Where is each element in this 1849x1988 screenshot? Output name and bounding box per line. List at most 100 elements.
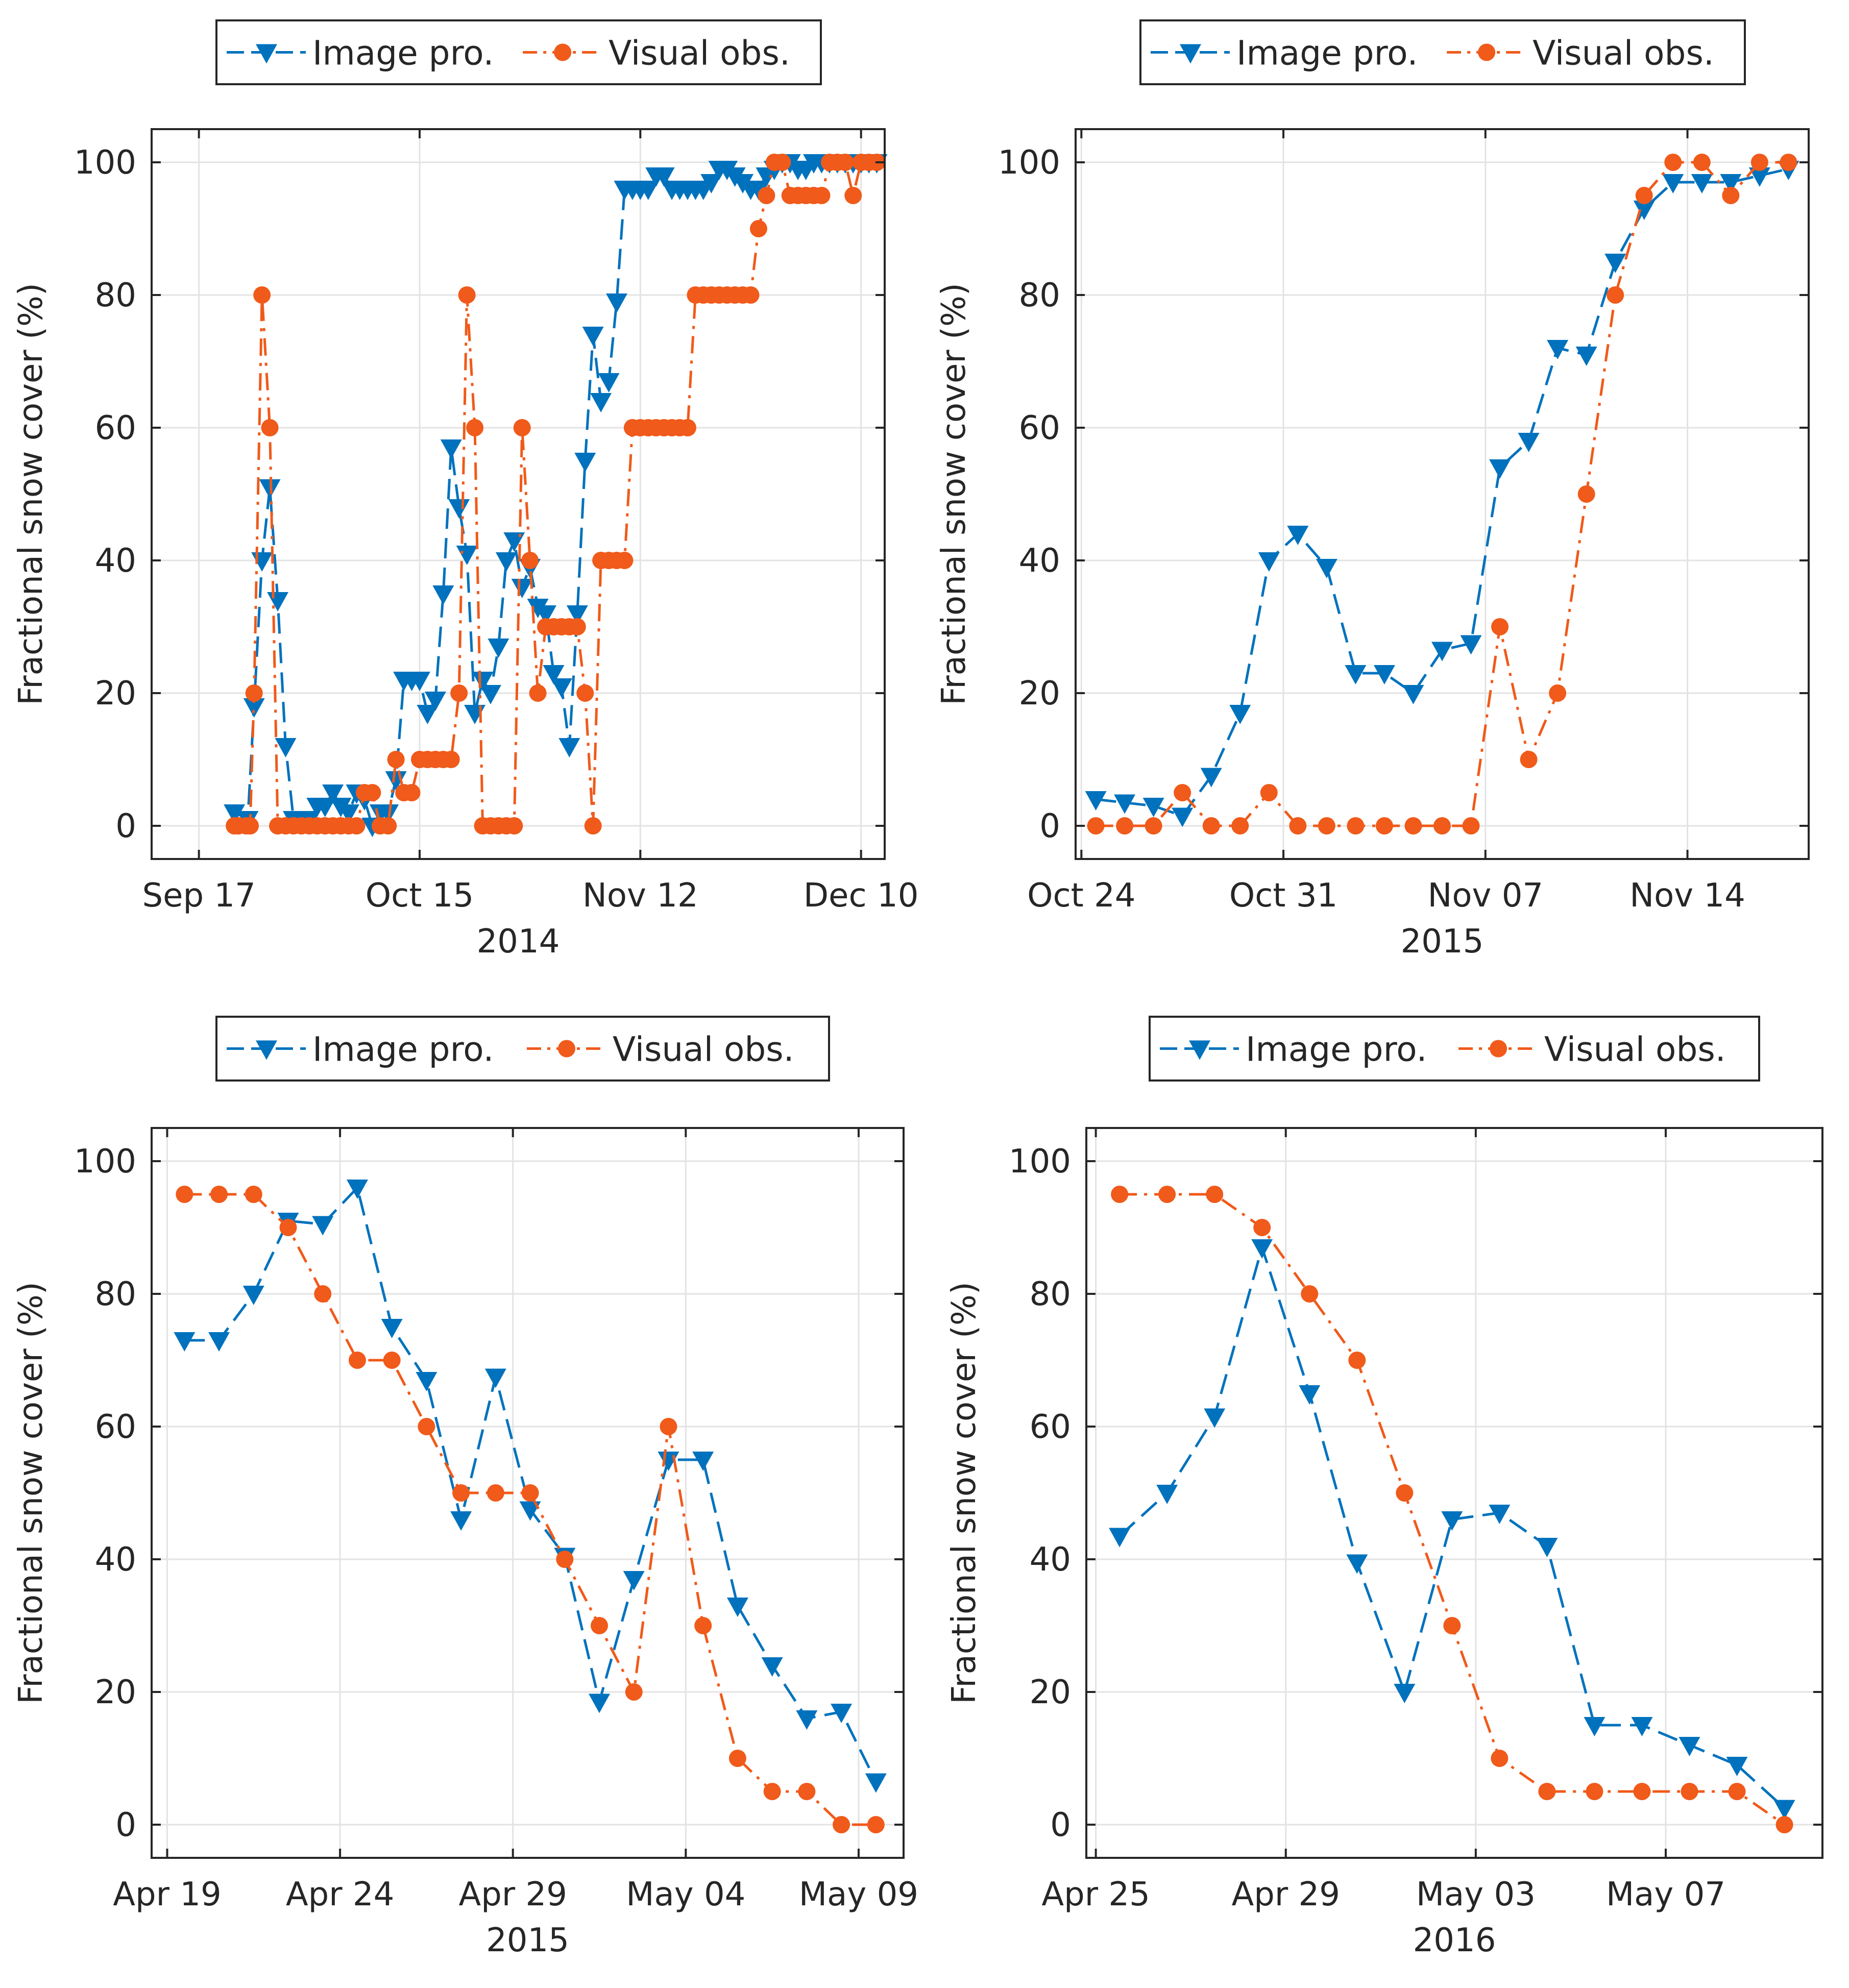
data-point bbox=[241, 817, 259, 835]
x-tick-label: Oct 24 bbox=[1027, 877, 1135, 915]
legend-marker bbox=[1180, 44, 1201, 64]
series-visual-obs bbox=[1087, 154, 1797, 835]
y-tick-label: 100 bbox=[998, 144, 1060, 182]
data-point bbox=[416, 1372, 437, 1391]
data-point bbox=[1547, 340, 1569, 359]
data-point bbox=[348, 1352, 366, 1369]
data-point bbox=[1489, 459, 1511, 479]
legend-label: Image pro. bbox=[1246, 1030, 1427, 1069]
y-tick-label: 0 bbox=[1050, 1806, 1071, 1844]
data-point bbox=[381, 1319, 403, 1338]
data-point bbox=[495, 552, 517, 572]
data-point bbox=[598, 373, 620, 392]
y-tick-label: 20 bbox=[95, 675, 136, 713]
data-point bbox=[1693, 154, 1711, 171]
data-point bbox=[245, 1186, 262, 1203]
data-point bbox=[747, 181, 769, 200]
data-point bbox=[1577, 485, 1595, 503]
data-point bbox=[566, 605, 588, 625]
series-line bbox=[1118, 1243, 1786, 1809]
legend: Image pro. Visual obs. bbox=[215, 19, 822, 85]
data-point bbox=[1404, 817, 1422, 835]
data-point bbox=[417, 705, 439, 724]
data-point bbox=[1491, 618, 1509, 635]
data-point bbox=[584, 817, 602, 835]
data-point bbox=[660, 1418, 677, 1435]
data-point bbox=[261, 419, 279, 436]
x-tick-label: Apr 25 bbox=[1041, 1876, 1150, 1913]
legend-label: Visual obs. bbox=[613, 1030, 794, 1069]
y-tick-label: 100 bbox=[74, 1143, 136, 1181]
y-tick-label: 80 bbox=[1019, 277, 1060, 314]
legend-marker bbox=[256, 44, 277, 64]
data-point bbox=[245, 684, 263, 702]
data-point bbox=[623, 1571, 645, 1590]
data-point bbox=[568, 618, 586, 635]
data-point bbox=[844, 187, 862, 204]
x-tick-label: Oct 31 bbox=[1229, 877, 1337, 915]
data-point bbox=[1662, 174, 1684, 193]
data-point bbox=[576, 684, 594, 702]
data-point bbox=[1289, 817, 1307, 835]
data-point bbox=[379, 817, 397, 835]
data-point bbox=[550, 678, 572, 698]
y-axis-label: Fractional snow cover (%) bbox=[12, 283, 50, 705]
legend-label: Visual obs. bbox=[609, 34, 790, 73]
data-point bbox=[1635, 187, 1653, 204]
plot-area bbox=[1086, 1128, 1822, 1858]
y-tick-label: 20 bbox=[1030, 1674, 1071, 1711]
y-tick-label: 60 bbox=[95, 1408, 136, 1446]
data-point bbox=[1287, 526, 1309, 545]
data-point bbox=[513, 419, 531, 436]
legend-label: Image pro. bbox=[1236, 34, 1418, 73]
x-tick-label: Apr 29 bbox=[1231, 1876, 1340, 1913]
series-visual-obs bbox=[1111, 1186, 1793, 1833]
data-point bbox=[1538, 1783, 1556, 1800]
y-tick-label: 40 bbox=[1019, 542, 1060, 580]
data-point bbox=[505, 817, 523, 835]
data-point bbox=[1111, 1186, 1129, 1203]
data-point bbox=[535, 605, 557, 625]
series-line bbox=[184, 1193, 876, 1826]
data-point bbox=[589, 1694, 611, 1713]
data-point bbox=[653, 167, 675, 187]
plot-area bbox=[152, 129, 885, 859]
data-point bbox=[1691, 174, 1713, 193]
data-point bbox=[616, 552, 634, 569]
chart-panel-2015-spring: Apr 19 Apr 24 Apr 29 May 04 May 09 0 20 40 60 80 1… bbox=[12, 1016, 918, 1959]
data-point bbox=[1085, 791, 1107, 811]
data-point bbox=[1728, 1783, 1746, 1800]
data-point bbox=[1156, 1485, 1178, 1504]
data-point bbox=[1402, 685, 1424, 704]
data-point bbox=[210, 1186, 228, 1203]
data-point bbox=[1260, 784, 1278, 801]
data-point bbox=[1316, 559, 1337, 578]
legend-label: Visual obs. bbox=[1544, 1030, 1726, 1069]
data-point bbox=[1720, 174, 1742, 193]
y-tick-label: 20 bbox=[1019, 675, 1060, 713]
data-point bbox=[1202, 817, 1220, 835]
data-point bbox=[813, 187, 831, 204]
data-point bbox=[1431, 642, 1453, 661]
y-tick-label: 80 bbox=[95, 277, 136, 314]
data-point bbox=[442, 751, 460, 768]
data-point bbox=[867, 1816, 885, 1833]
data-point bbox=[1441, 1511, 1463, 1531]
series-image-pro bbox=[1085, 161, 1799, 827]
legend-box bbox=[215, 19, 822, 85]
data-point bbox=[348, 817, 366, 835]
data-point bbox=[700, 174, 722, 193]
data-point bbox=[1489, 1505, 1511, 1524]
data-point bbox=[1726, 1757, 1748, 1776]
data-point bbox=[692, 1452, 714, 1471]
data-point bbox=[1520, 751, 1538, 768]
data-point bbox=[432, 585, 454, 605]
data-point bbox=[1460, 635, 1482, 655]
data-point bbox=[363, 784, 381, 801]
data-point bbox=[1584, 1717, 1605, 1736]
data-point bbox=[591, 1617, 609, 1634]
data-point bbox=[1206, 1186, 1224, 1203]
data-point bbox=[338, 804, 360, 824]
legend: Image pro. Visual obs. bbox=[215, 1016, 830, 1082]
data-point bbox=[1299, 1385, 1321, 1405]
